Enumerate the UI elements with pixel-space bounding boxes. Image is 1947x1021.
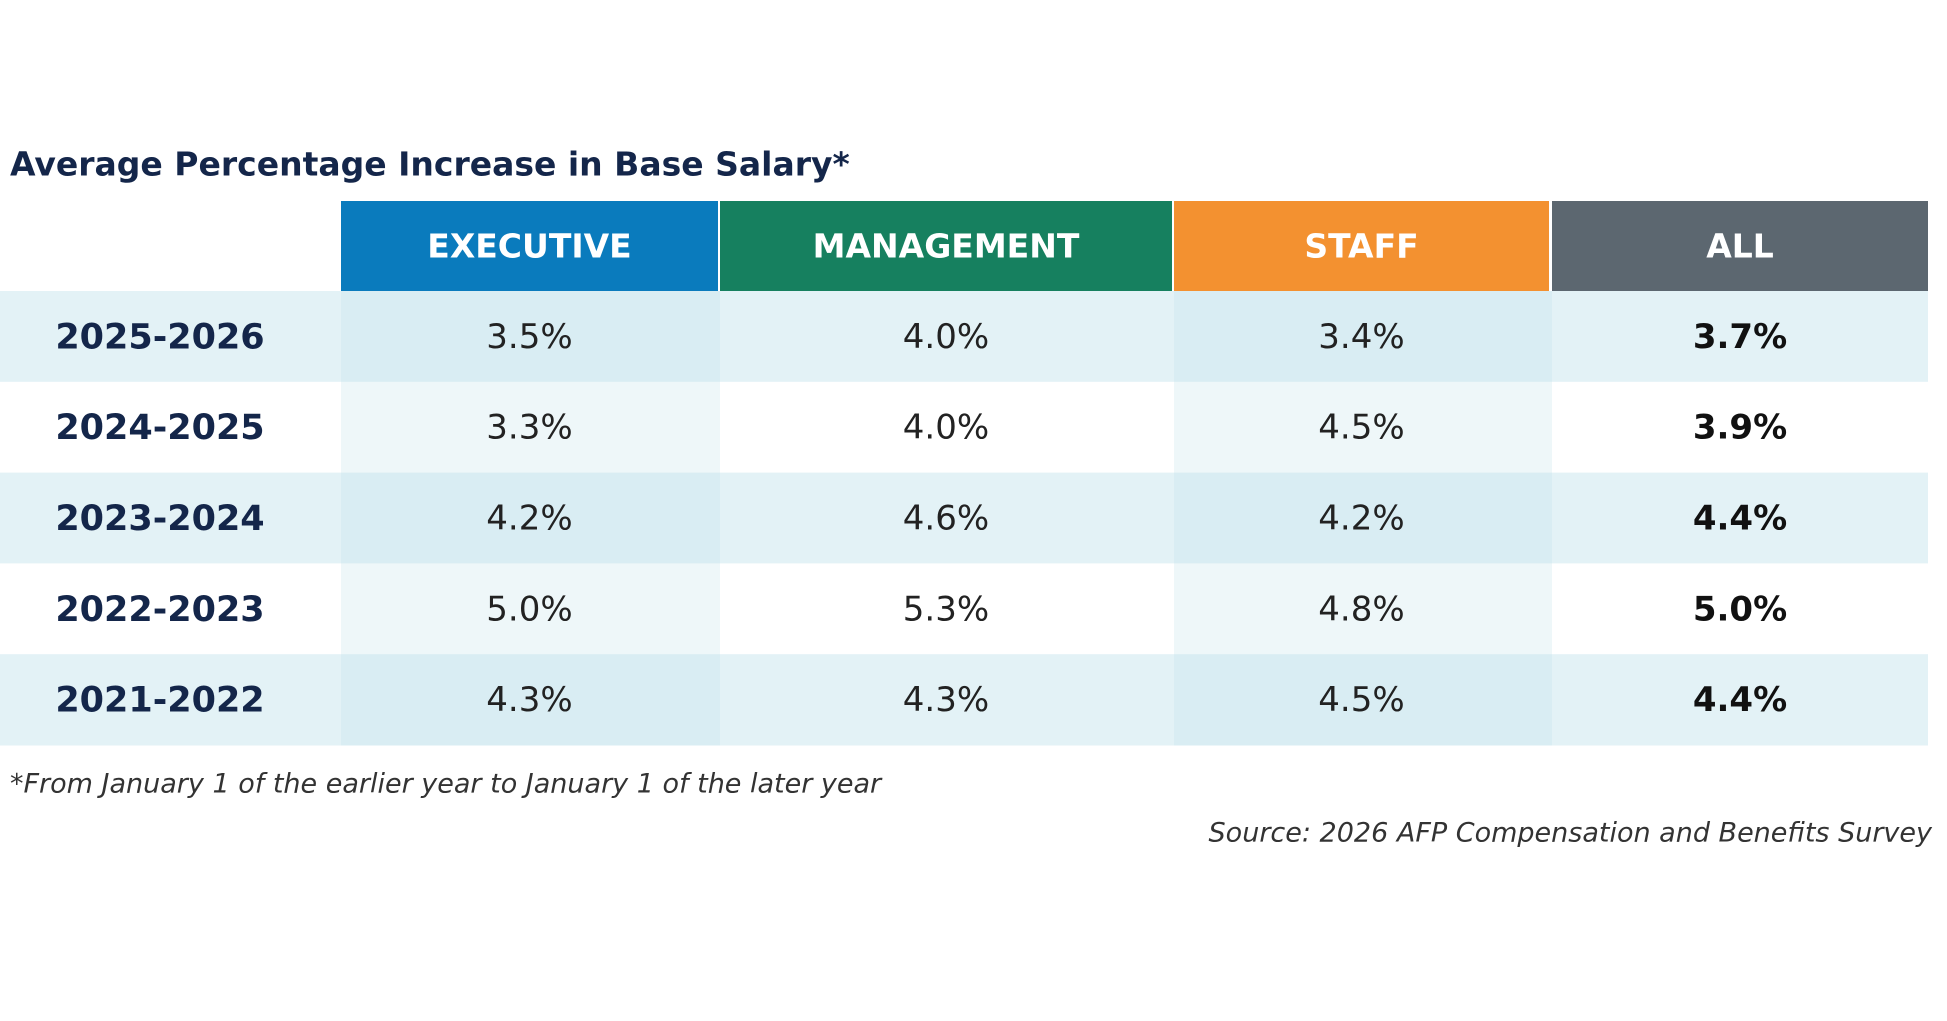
cell-value: 5.0% bbox=[1693, 589, 1787, 629]
cell-bg bbox=[1552, 472, 1928, 564]
cell-value: 4.8% bbox=[1318, 589, 1404, 629]
cell-bg bbox=[341, 654, 720, 746]
title: Average Percentage Increase in Base Sala… bbox=[10, 145, 850, 184]
cell-bg bbox=[1552, 654, 1928, 746]
cell-value: 4.5% bbox=[1318, 680, 1404, 720]
cell-bg bbox=[1552, 563, 1928, 655]
cell-value: 3.9% bbox=[1693, 408, 1787, 448]
cell-bg bbox=[0, 381, 341, 474]
source: Source: 2026 AFP Compensation and Benefi… bbox=[1209, 818, 1933, 849]
cell-bg bbox=[341, 472, 720, 564]
cell-bg bbox=[341, 291, 720, 383]
footnote: *From January 1 of the earlier year to J… bbox=[10, 769, 883, 800]
cell-bg bbox=[720, 472, 1174, 564]
row-label: 2022-2023 bbox=[55, 590, 264, 630]
header-cell bbox=[1174, 201, 1549, 291]
cell-bg bbox=[1174, 654, 1552, 746]
cell-bg bbox=[0, 472, 341, 564]
cell-bg bbox=[1552, 381, 1928, 474]
cell-value: 4.0% bbox=[903, 317, 989, 357]
cell-value: 4.4% bbox=[1693, 680, 1787, 720]
cell-value: 3.3% bbox=[486, 408, 572, 448]
cell-bg bbox=[1174, 472, 1552, 564]
cell-bg bbox=[341, 563, 720, 655]
row-label: 2024-2025 bbox=[55, 408, 264, 448]
header-cell bbox=[1552, 201, 1928, 291]
cell-value: 5.3% bbox=[903, 589, 989, 629]
cell-bg bbox=[0, 291, 341, 383]
cell-value: 3.7% bbox=[1693, 317, 1787, 357]
cell-bg bbox=[720, 381, 1174, 474]
row-label: 2021-2022 bbox=[55, 681, 264, 721]
cell-bg bbox=[720, 654, 1174, 746]
cell-value: 4.3% bbox=[903, 680, 989, 720]
cell-value: 4.2% bbox=[1318, 499, 1404, 539]
cell-bg bbox=[1174, 381, 1552, 474]
cell-bg bbox=[0, 654, 341, 746]
row-label: 2023-2024 bbox=[55, 499, 264, 539]
column-header: EXECUTIVE bbox=[427, 227, 631, 266]
cell-value: 4.6% bbox=[903, 499, 989, 539]
cell-value: 3.4% bbox=[1318, 317, 1404, 357]
header-cell bbox=[720, 201, 1172, 291]
cell-bg bbox=[1174, 291, 1552, 383]
cell-bg bbox=[720, 563, 1174, 655]
column-header: STAFF bbox=[1304, 227, 1418, 266]
cell-value: 4.2% bbox=[486, 499, 572, 539]
header-cell bbox=[341, 201, 718, 291]
cell-bg bbox=[0, 563, 341, 655]
cell-bg bbox=[1174, 563, 1552, 655]
cell-value: 4.3% bbox=[486, 680, 572, 720]
cell-bg bbox=[341, 381, 720, 474]
column-header: MANAGEMENT bbox=[813, 227, 1080, 266]
cell-value: 4.4% bbox=[1693, 499, 1787, 539]
cell-value: 4.0% bbox=[903, 408, 989, 448]
column-header: ALL bbox=[1706, 227, 1774, 266]
cell-value: 4.5% bbox=[1318, 408, 1404, 448]
cell-value: 3.5% bbox=[486, 317, 572, 357]
cell-bg bbox=[720, 291, 1174, 383]
cell-bg bbox=[1552, 291, 1928, 383]
cell-value: 5.0% bbox=[486, 589, 572, 629]
row-label: 2025-2026 bbox=[55, 317, 264, 357]
